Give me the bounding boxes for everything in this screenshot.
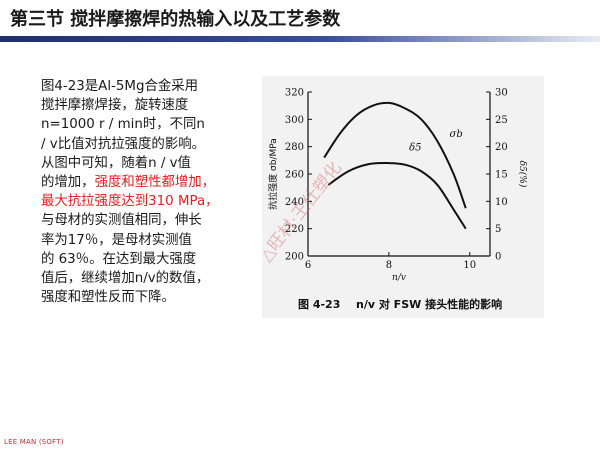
sigma-series-line: [323, 101, 467, 209]
delta-series-line: [327, 162, 467, 230]
y-right-axis-label: δ5(%): [517, 161, 528, 188]
y-right-tick-label: 15: [495, 170, 508, 181]
body-line: 的 63％。在达到最大强度: [41, 251, 197, 267]
x-tick-label: 6: [305, 260, 311, 271]
y-left-axis-label: 抗拉强度 σb/MPa: [267, 138, 279, 210]
y-left-tick-label: 240: [285, 197, 304, 208]
x-tick-label: 8: [386, 260, 392, 271]
body-line: n=1000 r / min时，不同n: [41, 117, 205, 133]
body-line: 与母材的实测值相同，伸长: [41, 213, 202, 229]
body-line: 强度和塑性反而下降。: [41, 290, 175, 306]
y-left-tick-label: 260: [285, 170, 304, 181]
y-right-tick-label: 0: [495, 252, 501, 263]
body-line: 值后，继续增加n/v的数值，: [41, 271, 210, 287]
figure-image: 200 220 240 260 280 300 320 0 5 10 15 20 25 30 6 8 10 n/v…: [262, 76, 544, 318]
y-left-tick-label: 320: [285, 88, 304, 99]
body-line: / v比值对抗拉强度的影响。: [41, 136, 205, 152]
y-left-tick-label: 200: [285, 252, 304, 263]
figure-caption-number: 图 4-23: [298, 298, 340, 311]
y-left-tick-label: 220: [285, 224, 304, 235]
body-line: 率为17％，是母材实测值: [41, 232, 192, 248]
y-right-tick-label: 5: [495, 224, 501, 235]
highlight-text: 强度和塑性都增加，: [94, 175, 216, 191]
y-right-tick-label: 25: [495, 115, 508, 126]
header-divider: [0, 36, 600, 42]
chart: 200 220 240 260 280 300 320 0 5 10 15 20 25 30 6 8 10 n/v…: [267, 88, 528, 312]
y-left-tick-label: 280: [285, 142, 304, 153]
y-right-tick-label: 30: [495, 88, 508, 99]
x-axis-label: n/v: [392, 273, 406, 283]
body-line-part: 的增加，: [41, 175, 95, 191]
delta-series-label: δ5: [409, 142, 421, 153]
header-bar: 第三节 搅拌摩擦焊的热输入以及工艺参数: [0, 0, 600, 42]
body-line: 的增加，强度和塑性都增加，: [41, 173, 276, 192]
footer-tag: LEE MAN (SOFT): [4, 438, 64, 446]
figure-caption-text: n/v 对 FSW 接头性能的影响: [356, 297, 502, 311]
body-line: 从图中可知，随着n / v值: [41, 155, 191, 171]
sigma-series-label: σb: [450, 129, 463, 140]
body-paragraph: 图4-23是Al-5Mg合金采用 搅拌摩擦焊接，旋转速度 n=1000 r / …: [41, 77, 276, 307]
page-title: 第三节 搅拌摩擦焊的热输入以及工艺参数: [10, 9, 341, 30]
highlight-text: 最大抗拉强度达到310 MPa，: [41, 194, 219, 210]
y-left-tick-label: 300: [285, 115, 304, 126]
body-line: 搅拌摩擦焊接，旋转速度: [41, 98, 189, 114]
y-right-tick-label: 20: [495, 142, 508, 153]
y-right-tick-label: 10: [495, 197, 508, 208]
body-line: 图4-23是Al-5Mg合金采用: [41, 79, 199, 94]
x-tick-label: 10: [463, 260, 476, 271]
